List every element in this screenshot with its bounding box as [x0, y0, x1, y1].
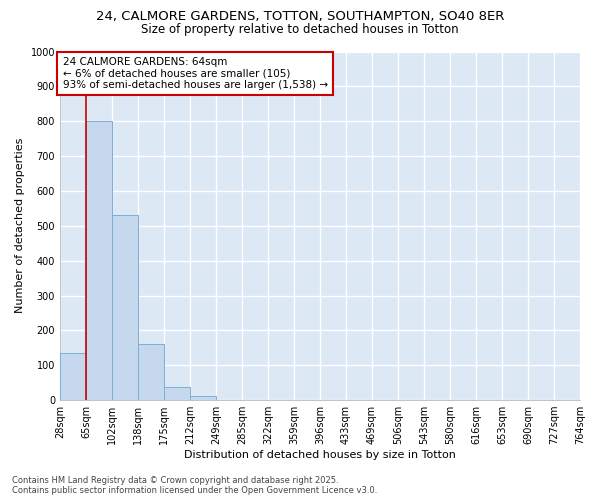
Text: Contains HM Land Registry data © Crown copyright and database right 2025.
Contai: Contains HM Land Registry data © Crown c… — [12, 476, 377, 495]
Bar — [60, 353, 86, 400]
Bar — [86, 121, 112, 400]
Text: 24 CALMORE GARDENS: 64sqm
← 6% of detached houses are smaller (105)
93% of semi-: 24 CALMORE GARDENS: 64sqm ← 6% of detach… — [62, 56, 328, 90]
Y-axis label: Number of detached properties: Number of detached properties — [15, 138, 25, 314]
Bar — [164, 387, 190, 400]
X-axis label: Distribution of detached houses by size in Totton: Distribution of detached houses by size … — [184, 450, 456, 460]
Text: 24, CALMORE GARDENS, TOTTON, SOUTHAMPTON, SO40 8ER: 24, CALMORE GARDENS, TOTTON, SOUTHAMPTON… — [96, 10, 504, 23]
Bar — [190, 396, 216, 400]
Bar — [112, 216, 138, 400]
Text: Size of property relative to detached houses in Totton: Size of property relative to detached ho… — [141, 22, 459, 36]
Bar — [138, 344, 164, 400]
